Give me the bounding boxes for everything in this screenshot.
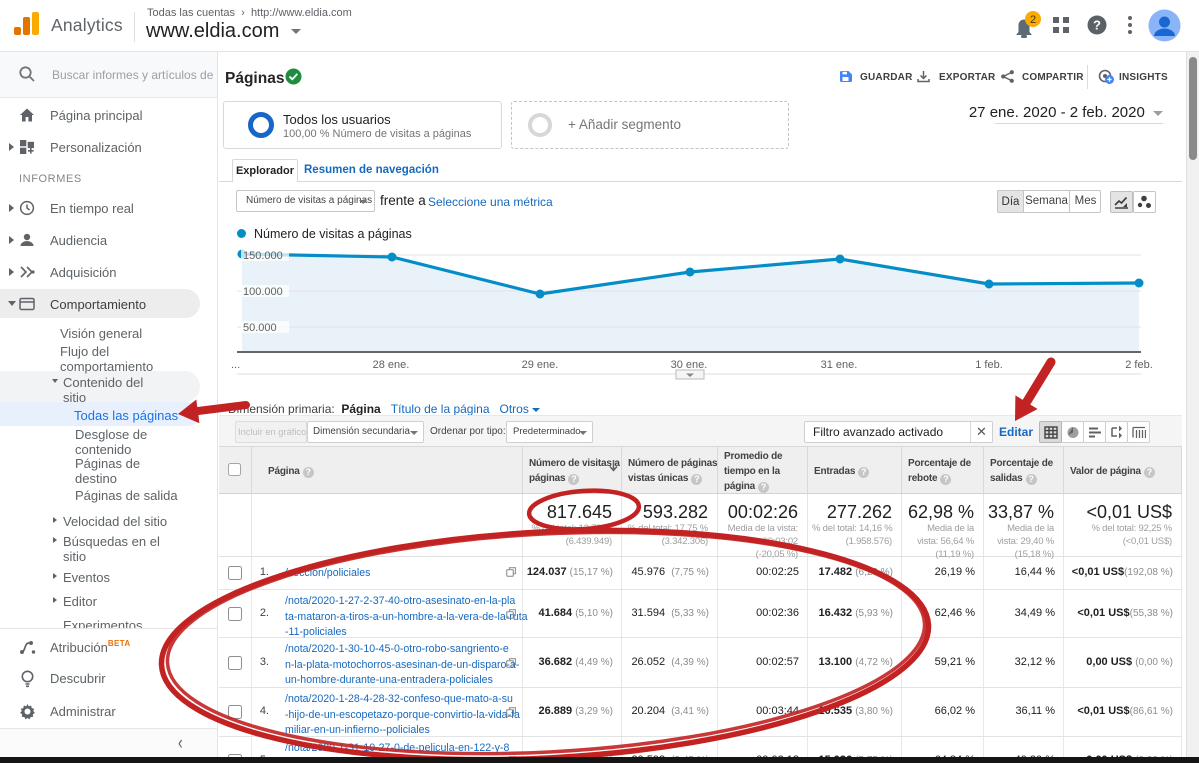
svg-text:150.000: 150.000: [243, 250, 283, 262]
svg-text:?: ?: [1093, 18, 1101, 33]
svg-text:31 ene.: 31 ene.: [821, 359, 858, 371]
svg-text:29 ene.: 29 ene.: [522, 359, 559, 371]
svg-text:2 feb.: 2 feb.: [1125, 359, 1153, 371]
svg-text:28 ene.: 28 ene.: [373, 359, 410, 371]
svg-text:2: 2: [1030, 14, 1036, 26]
svg-text:100.000: 100.000: [243, 286, 283, 298]
svg-text:50.000: 50.000: [243, 322, 277, 334]
svg-text:...: ...: [231, 359, 240, 371]
svg-text:1 feb.: 1 feb.: [975, 359, 1003, 371]
svg-text:30 ene.: 30 ene.: [671, 359, 708, 371]
